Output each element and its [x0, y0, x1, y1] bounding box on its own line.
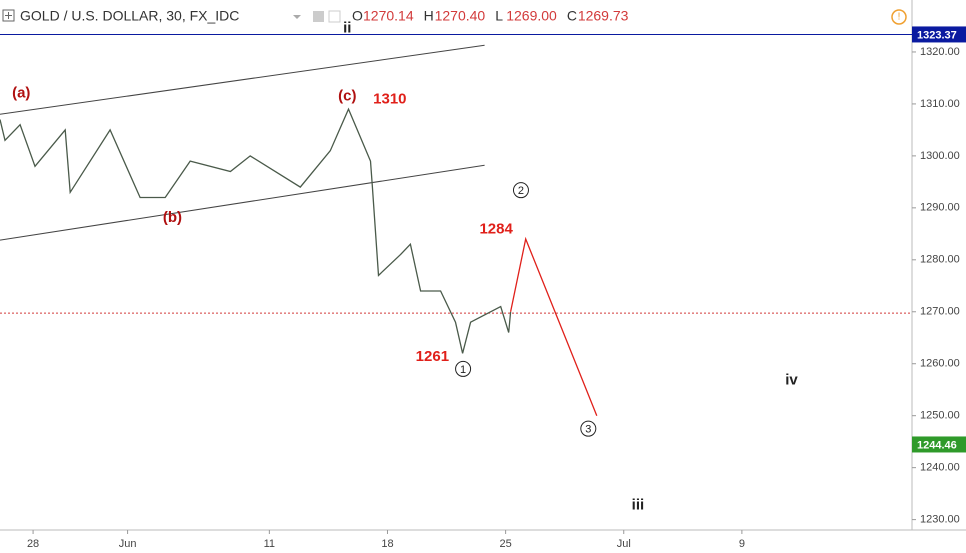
y-tick-label: 1240.00 [920, 462, 960, 474]
x-tick-label: 28 [27, 538, 39, 550]
y-tick-label: 1250.00 [920, 410, 960, 422]
wave-circle [455, 360, 472, 377]
toggle-icon[interactable] [2, 9, 15, 22]
trendline [0, 164, 485, 241]
wave-circle [512, 182, 529, 199]
x-tick-label: 11 [264, 538, 275, 550]
price-line-series [0, 107, 512, 354]
annotation: 1310 [373, 91, 406, 108]
x-tick-label: 9 [739, 538, 745, 550]
annotation: iv [785, 371, 798, 388]
ohlc-value: 1269.00 [506, 8, 557, 24]
ohlc-key: O [352, 8, 363, 24]
y-tick-label: 1310.00 [920, 98, 960, 110]
y-tick-label: 1280.00 [920, 254, 960, 266]
y-tick-label: 1260.00 [920, 358, 960, 370]
projection-line [509, 236, 598, 416]
ohlc-value: 1269.73 [578, 8, 629, 24]
price-tag [912, 26, 966, 43]
annotation: (b) [163, 209, 182, 226]
price-tag-label: 1244.46 [917, 439, 957, 451]
close-icon[interactable] [328, 10, 341, 23]
symbol-title[interactable]: GOLD / U.S. DOLLAR, 30, FX_IDC [20, 8, 239, 24]
wave-label: 3 [585, 424, 591, 436]
y-tick-label: 1300.00 [920, 150, 960, 162]
annotation: 1284 [479, 221, 513, 238]
wave-circle [580, 420, 597, 437]
annotation: (a) [12, 84, 30, 101]
y-tick-label: 1270.00 [920, 306, 960, 318]
trendline [0, 44, 485, 115]
annotation: iii [632, 497, 645, 514]
x-tick-label: 25 [499, 538, 511, 550]
annotation: ii [343, 20, 351, 37]
alert-icon[interactable] [891, 9, 907, 25]
wave-label: 1 [460, 364, 466, 376]
ohlc-key: H [424, 8, 434, 24]
x-tick-label: Jul [617, 538, 631, 550]
dropdown-icon[interactable] [293, 15, 301, 19]
ohlc-key: L [495, 8, 503, 24]
ohlc-value: 1270.14 [363, 8, 414, 24]
y-tick-label: 1290.00 [920, 202, 960, 214]
x-tick-label: Jun [119, 538, 137, 550]
y-tick-label: 1230.00 [920, 514, 960, 526]
ohlc-value: 1270.40 [435, 8, 486, 24]
wave-label: 2 [518, 185, 524, 197]
x-tick-label: 18 [381, 538, 393, 550]
y-tick-label: 1320.00 [920, 46, 960, 58]
settings-icon[interactable] [313, 11, 324, 22]
annotation: 1261 [416, 348, 449, 365]
price-tag [912, 436, 966, 453]
ohlc-readout: O 1270.14 H 1270.40 L 1269.00 C 1269.73 [352, 8, 629, 24]
annotation: (c) [338, 88, 356, 105]
alert-icon-mark: ! [898, 12, 901, 23]
ohlc-key: C [567, 8, 577, 24]
price-tag-label: 1323.37 [917, 29, 957, 41]
